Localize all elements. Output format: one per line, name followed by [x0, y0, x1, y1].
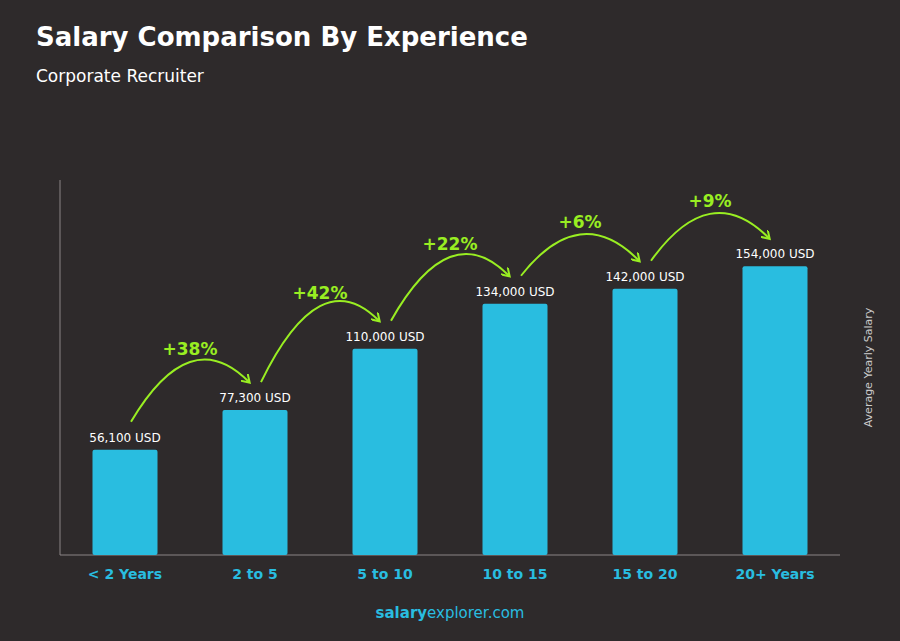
- annotation: +6%: [558, 212, 601, 232]
- data-label: 142,000 USD: [605, 270, 684, 284]
- data-label: 56,100 USD: [89, 431, 160, 445]
- data-label: 110,000 USD: [345, 330, 424, 344]
- data-label: 134,000 USD: [475, 285, 554, 299]
- data-label: 77,300 USD: [219, 391, 290, 405]
- footer: salaryexplorer.com: [376, 604, 525, 622]
- annotation: +38%: [163, 339, 218, 359]
- bar: [353, 349, 418, 555]
- background: [0, 0, 900, 641]
- arrow: [391, 254, 509, 321]
- footer-part: salary: [376, 604, 428, 622]
- chart-container: Salary Comparison By Experience Corporate…: [0, 0, 900, 641]
- x-tick-label: 20+ Years: [735, 566, 814, 582]
- arrow: [261, 301, 379, 382]
- bar: [743, 266, 808, 555]
- bar: [613, 289, 678, 555]
- y-axis-line: [60, 180, 61, 555]
- bar: [223, 410, 288, 555]
- bars: [93, 266, 808, 555]
- annotation: +22%: [423, 234, 478, 254]
- x-tick-label: 15 to 20: [612, 566, 677, 582]
- data-label: 154,000 USD: [735, 247, 814, 261]
- x-tick-label: 2 to 5: [232, 566, 278, 582]
- x-tick-label: 10 to 15: [482, 566, 547, 582]
- arrow: [521, 234, 639, 276]
- x-axis-line: [60, 555, 840, 556]
- title: Salary Comparison By Experience: [36, 22, 528, 52]
- arrow: [651, 213, 769, 261]
- chart: Salary Comparison By Experience Corporate…: [0, 0, 900, 641]
- subtitle: Corporate Recruiter: [36, 66, 204, 86]
- bar: [483, 304, 548, 555]
- bar: [93, 450, 158, 555]
- x-tick-label: < 2 Years: [88, 566, 162, 582]
- y-axis-label: Average Yearly Salary: [862, 307, 875, 427]
- annotation: +42%: [293, 283, 348, 303]
- arrow: [131, 360, 249, 422]
- annotation: +9%: [688, 191, 731, 211]
- footer-part: explorer.com: [427, 604, 524, 622]
- x-tick-label: 5 to 10: [357, 566, 413, 582]
